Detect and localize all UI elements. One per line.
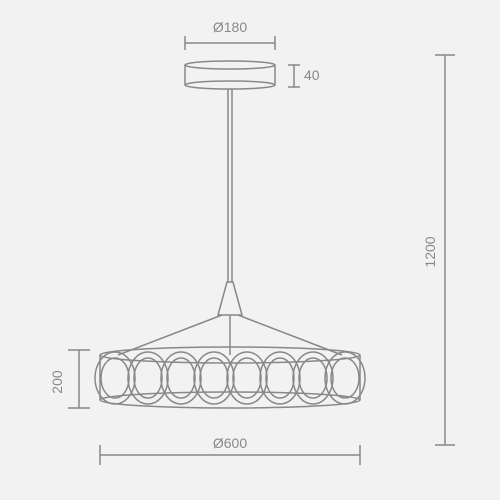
total-height-label: 1200	[422, 236, 438, 267]
dim-shade-height: 200	[49, 350, 90, 408]
shade-height-label: 200	[49, 370, 65, 394]
dim-canopy-diameter: Ø180	[185, 19, 275, 50]
dim-shade-diameter: Ø600	[100, 435, 360, 465]
dim-canopy-height: 40	[288, 65, 320, 87]
canopy	[185, 61, 275, 89]
technical-drawing: Ø180 40	[0, 0, 500, 500]
shade-body	[100, 347, 360, 408]
canopy-height-label: 40	[304, 67, 320, 83]
rod	[228, 89, 232, 282]
cone-connector	[218, 282, 242, 315]
canopy-diameter-label: Ø180	[213, 19, 247, 35]
shade-diameter-label: Ø600	[213, 435, 247, 451]
dim-total-height: 1200	[422, 55, 455, 445]
